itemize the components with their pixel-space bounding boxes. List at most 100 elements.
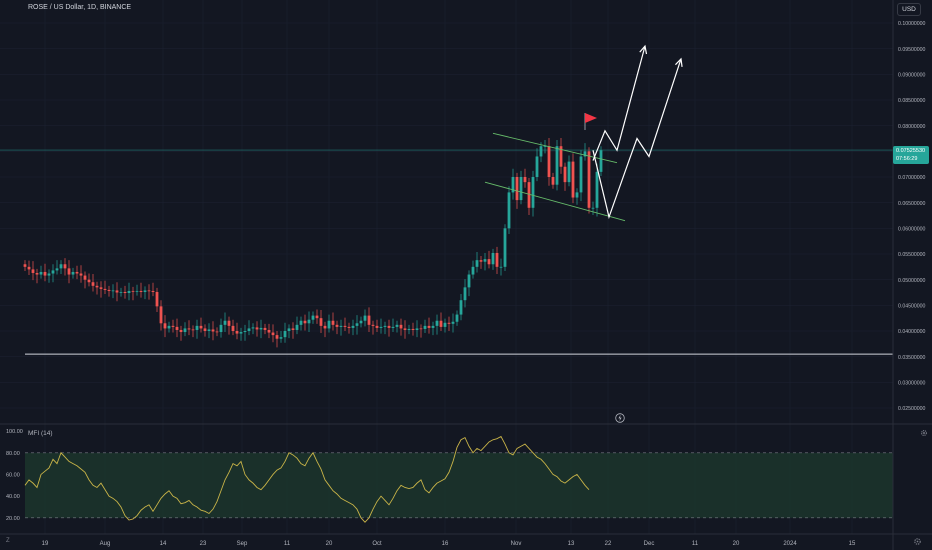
- candle-body[interactable]: [587, 151, 591, 208]
- candle-body[interactable]: [227, 320, 231, 326]
- axis-layer[interactable]: 0.10000000 0.09500000 0.09000000 0.08500000…: [6, 21, 926, 547]
- candle-body[interactable]: [107, 289, 111, 291]
- candle-body[interactable]: [131, 290, 135, 292]
- candle-body[interactable]: [567, 161, 571, 183]
- candle-body[interactable]: [123, 291, 127, 294]
- candle-body[interactable]: [43, 271, 47, 276]
- candle-body[interactable]: [563, 166, 567, 183]
- candle-body[interactable]: [335, 324, 339, 327]
- candle-body[interactable]: [159, 306, 163, 324]
- candle-body[interactable]: [535, 156, 539, 177]
- candle-body[interactable]: [447, 322, 451, 324]
- candle-body[interactable]: [163, 323, 167, 329]
- candle-body[interactable]: [279, 337, 283, 339]
- candle-body[interactable]: [371, 324, 375, 326]
- candle-body[interactable]: [199, 325, 203, 329]
- candle-body[interactable]: [495, 252, 499, 267]
- currency-button[interactable]: USD: [897, 3, 921, 16]
- candle-body[interactable]: [155, 291, 159, 307]
- candle-body[interactable]: [419, 328, 423, 330]
- candle-body[interactable]: [31, 269, 35, 273]
- candle-body[interactable]: [575, 192, 579, 198]
- candle-body[interactable]: [207, 329, 211, 331]
- candle-body[interactable]: [519, 177, 523, 201]
- candle-body[interactable]: [291, 328, 295, 330]
- candle-body[interactable]: [51, 270, 55, 274]
- candle-body[interactable]: [443, 322, 447, 327]
- candle-body[interactable]: [339, 325, 343, 327]
- candle-body[interactable]: [187, 328, 191, 330]
- candle-body[interactable]: [363, 315, 367, 321]
- candle-body[interactable]: [183, 328, 187, 333]
- candle-body[interactable]: [391, 326, 395, 328]
- candle-body[interactable]: [543, 146, 547, 147]
- candle-body[interactable]: [211, 329, 215, 332]
- candle-body[interactable]: [595, 171, 599, 208]
- candle-body[interactable]: [127, 290, 131, 294]
- candle-body[interactable]: [223, 320, 227, 325]
- candle-body[interactable]: [375, 325, 379, 328]
- channel-lower-line[interactable]: [484, 181, 626, 222]
- candle-body[interactable]: [355, 323, 359, 326]
- candle-body[interactable]: [283, 331, 287, 338]
- candle-body[interactable]: [599, 150, 603, 172]
- candle-body[interactable]: [303, 320, 307, 324]
- candle-body[interactable]: [531, 177, 535, 208]
- candle-body[interactable]: [539, 146, 543, 157]
- candle-body[interactable]: [511, 177, 515, 193]
- candle-body[interactable]: [387, 325, 391, 328]
- lightning-icon[interactable]: [615, 413, 625, 423]
- candle-body[interactable]: [47, 273, 51, 276]
- candle-body[interactable]: [191, 329, 195, 331]
- candle-body[interactable]: [403, 328, 407, 330]
- candle-body[interactable]: [475, 260, 479, 267]
- candle-body[interactable]: [559, 146, 563, 167]
- candle-body[interactable]: [463, 287, 467, 301]
- candle-body[interactable]: [551, 177, 555, 185]
- timezone-button[interactable]: Z: [6, 538, 10, 544]
- candle-body[interactable]: [83, 275, 87, 280]
- candle-body[interactable]: [555, 146, 559, 185]
- candle-body[interactable]: [467, 274, 471, 288]
- candles-layer[interactable]: [23, 137, 603, 348]
- candle-body[interactable]: [63, 264, 67, 269]
- mfi-label[interactable]: MFI (14): [28, 430, 53, 437]
- candle-body[interactable]: [219, 324, 223, 333]
- candle-body[interactable]: [59, 264, 63, 269]
- candle-body[interactable]: [23, 264, 27, 267]
- candle-body[interactable]: [99, 287, 103, 289]
- gear-icon[interactable]: [920, 429, 928, 437]
- projection-arrow[interactable]: [592, 45, 646, 161]
- candle-body[interactable]: [247, 328, 251, 331]
- candle-body[interactable]: [407, 328, 411, 330]
- candle-body[interactable]: [35, 272, 39, 275]
- candle-body[interactable]: [39, 271, 43, 275]
- candle-body[interactable]: [343, 325, 347, 327]
- candle-body[interactable]: [203, 328, 207, 331]
- candle-body[interactable]: [115, 290, 119, 293]
- candle-body[interactable]: [455, 314, 459, 322]
- candle-body[interactable]: [311, 315, 315, 320]
- candle-body[interactable]: [591, 207, 595, 209]
- candle-body[interactable]: [87, 279, 91, 283]
- candle-body[interactable]: [439, 320, 443, 327]
- candle-body[interactable]: [307, 319, 311, 324]
- candle-body[interactable]: [547, 146, 551, 177]
- candle-body[interactable]: [315, 315, 319, 319]
- candle-body[interactable]: [267, 329, 271, 333]
- candle-body[interactable]: [471, 266, 475, 275]
- candle-body[interactable]: [323, 325, 327, 329]
- candle-body[interactable]: [179, 329, 183, 333]
- candle-body[interactable]: [507, 192, 511, 229]
- candle-body[interactable]: [235, 331, 239, 334]
- candle-body[interactable]: [351, 325, 355, 328]
- candle-body[interactable]: [411, 328, 415, 330]
- candle-body[interactable]: [251, 327, 255, 329]
- candle-body[interactable]: [415, 328, 419, 330]
- candle-body[interactable]: [95, 285, 99, 288]
- candle-body[interactable]: [579, 156, 583, 193]
- candle-body[interactable]: [239, 332, 243, 334]
- candle-body[interactable]: [259, 327, 263, 330]
- candle-body[interactable]: [287, 328, 291, 331]
- candle-body[interactable]: [423, 325, 427, 329]
